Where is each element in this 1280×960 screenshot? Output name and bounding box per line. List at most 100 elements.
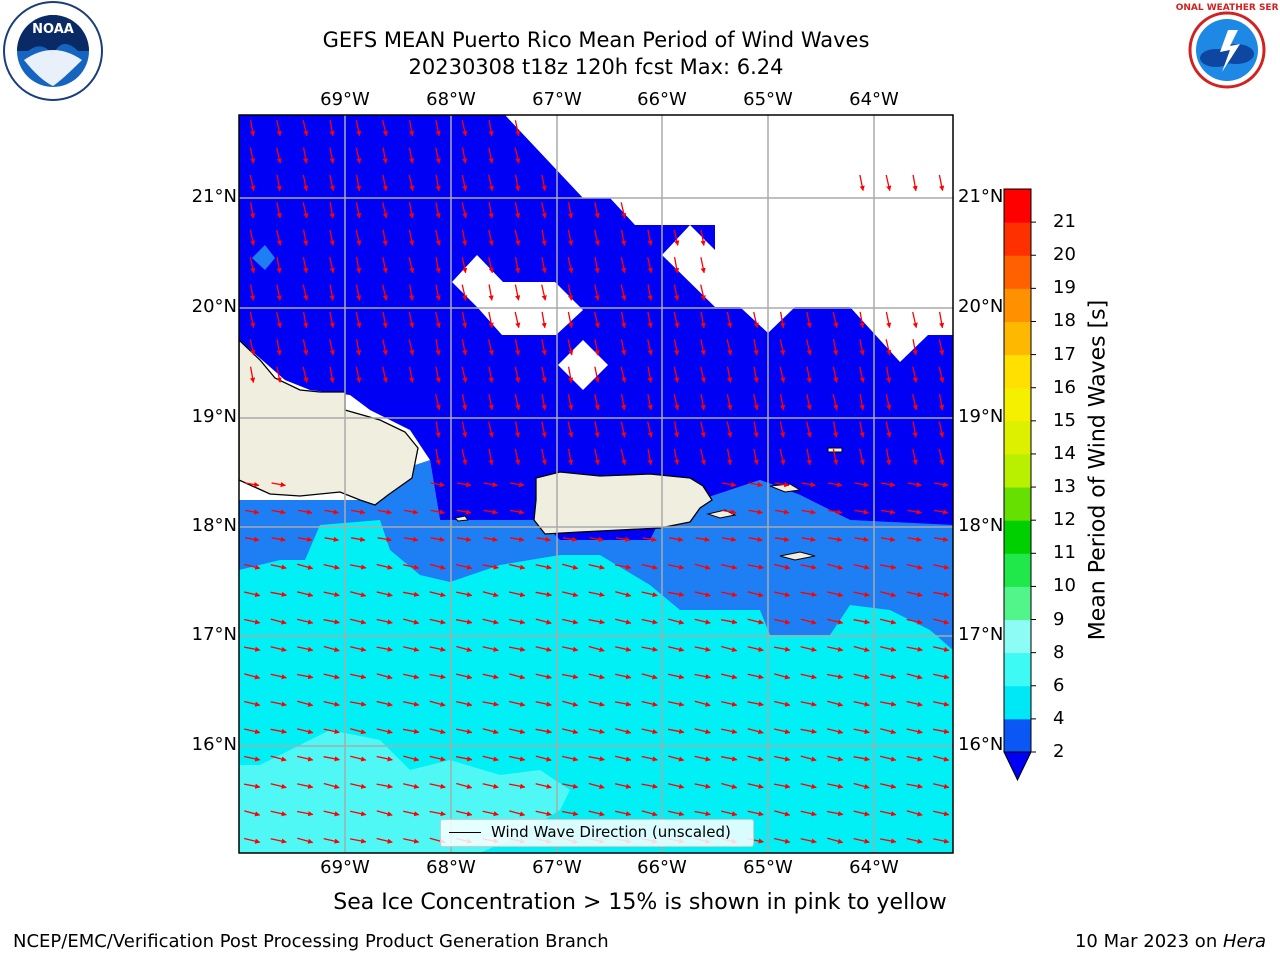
colorbar-tick-label: 8 bbox=[1053, 641, 1065, 663]
wind-wave-arrow bbox=[673, 394, 680, 411]
wind-wave-arrow bbox=[827, 563, 844, 570]
wind-wave-arrow bbox=[721, 782, 738, 789]
wind-wave-arrow bbox=[541, 366, 547, 383]
wind-wave-arrow bbox=[700, 284, 706, 301]
wind-wave-arrow bbox=[880, 482, 896, 488]
colorbar-tick-label: 4 bbox=[1053, 707, 1065, 729]
wind-wave-arrow bbox=[276, 202, 282, 219]
wind-wave-arrow bbox=[382, 202, 388, 219]
wind-wave-arrow bbox=[408, 119, 415, 137]
wind-wave-arrow bbox=[826, 810, 844, 817]
wind-wave-arrow bbox=[541, 229, 547, 247]
wind-wave-arrow bbox=[350, 755, 367, 762]
wind-wave-arrow bbox=[562, 728, 579, 735]
wind-wave-arrow bbox=[482, 646, 499, 652]
wind-wave-arrow bbox=[430, 509, 445, 515]
lon-label-bottom: 67°W bbox=[532, 857, 582, 878]
wind-wave-arrow bbox=[906, 563, 923, 570]
wind-wave-arrow bbox=[276, 147, 282, 164]
wind-wave-arrow bbox=[932, 591, 950, 597]
wind-wave-arrow bbox=[302, 366, 309, 383]
colorbar-tick-label: 2 bbox=[1053, 741, 1065, 762]
wind-wave-arrow bbox=[853, 700, 870, 707]
chart-title-line1: GEFS MEAN Puerto Rico Mean Period of Win… bbox=[322, 28, 870, 52]
wind-wave-arrow bbox=[323, 700, 340, 707]
wind-wave-arrow bbox=[435, 366, 441, 383]
wind-wave-arrow bbox=[801, 509, 816, 515]
wind-wave-arrow bbox=[933, 810, 950, 817]
colorbar bbox=[1003, 188, 1036, 782]
wind-wave-arrow bbox=[376, 563, 393, 570]
wind-wave-arrow bbox=[435, 256, 441, 274]
wind-wave-arrow bbox=[668, 673, 685, 680]
wind-wave-arrow bbox=[906, 673, 923, 680]
wind-wave-arrow bbox=[641, 783, 658, 789]
wind-wave-arrow bbox=[726, 366, 733, 384]
wind-wave-arrow bbox=[647, 394, 653, 411]
wind-wave-arrow bbox=[509, 536, 525, 542]
wind-wave-arrow bbox=[435, 311, 441, 329]
wind-wave-arrow bbox=[647, 339, 653, 356]
wind-wave-arrow bbox=[514, 421, 521, 438]
wind-wave-arrow bbox=[350, 810, 367, 817]
wind-wave-arrow bbox=[673, 421, 680, 438]
wind-wave-arrow bbox=[376, 783, 393, 789]
wind-wave-arrow bbox=[588, 563, 605, 570]
wind-wave-arrow bbox=[673, 284, 680, 301]
svg-text:NOAA: NOAA bbox=[32, 22, 74, 37]
wind-wave-arrow bbox=[270, 838, 287, 844]
wind-wave-arrow bbox=[435, 147, 441, 164]
wind-wave-arrow bbox=[302, 339, 309, 356]
wind-wave-arrow bbox=[753, 366, 759, 383]
wind-wave-arrow bbox=[350, 646, 367, 652]
wind-wave-arrow bbox=[906, 700, 923, 707]
wind-wave-arrow bbox=[483, 482, 498, 488]
wind-wave-arrow bbox=[271, 509, 286, 515]
wind-wave-arrow bbox=[430, 482, 445, 488]
wind-wave-arrow bbox=[329, 366, 335, 384]
sea-ice-note: Sea Ice Concentration > 15% is shown in … bbox=[333, 890, 947, 915]
legend-label: Wind Wave Direction (unscaled) bbox=[491, 823, 731, 841]
wind-wave-arrow bbox=[514, 174, 521, 192]
wind-wave-arrow bbox=[906, 728, 923, 735]
wind-wave-arrow bbox=[774, 673, 791, 680]
wind-wave-arrow bbox=[403, 810, 420, 817]
wind-wave-arrow bbox=[800, 646, 817, 652]
wind-wave-arrow bbox=[244, 509, 260, 515]
wind-wave-arrow bbox=[435, 448, 441, 466]
colorbar-band bbox=[1004, 553, 1031, 587]
wind-wave-arrow bbox=[615, 536, 631, 542]
wind-wave-arrow bbox=[567, 394, 574, 411]
wind-wave-arrow bbox=[297, 591, 314, 598]
wind-wave-arrow bbox=[594, 284, 600, 301]
wind-wave-arrow bbox=[488, 119, 494, 137]
wind-wave-arrow bbox=[932, 728, 950, 734]
wind-wave-arrow bbox=[774, 536, 790, 542]
wind-wave-arrow bbox=[535, 591, 552, 597]
wind-wave-arrow bbox=[620, 339, 627, 356]
wind-wave-arrow bbox=[382, 257, 388, 274]
wind-wave-arrow bbox=[700, 229, 706, 247]
wind-wave-arrow bbox=[589, 536, 604, 542]
wind-wave-arrow bbox=[885, 448, 892, 466]
wind-wave-arrow bbox=[694, 563, 711, 570]
wind-wave-arrow bbox=[243, 783, 261, 789]
wind-wave-arrow bbox=[456, 700, 473, 707]
lon-label-top: 64°W bbox=[849, 89, 899, 110]
wind-wave-arrow bbox=[514, 394, 521, 411]
lat-label-right: 17°N bbox=[958, 624, 1004, 645]
wind-wave-arrow bbox=[535, 728, 552, 734]
wind-wave-arrow bbox=[429, 563, 446, 570]
wind-wave-arrow bbox=[408, 147, 415, 164]
wind-wave-arrow bbox=[567, 339, 574, 356]
wind-wave-arrow bbox=[668, 783, 685, 789]
wind-wave-arrow bbox=[435, 339, 441, 356]
wind-wave-arrow bbox=[694, 700, 711, 707]
wind-wave-arrow bbox=[244, 810, 261, 817]
lon-label-bottom: 64°W bbox=[849, 857, 899, 878]
lon-label-top: 67°W bbox=[532, 89, 582, 110]
wind-wave-arrow bbox=[403, 618, 420, 625]
footer-date: 10 Mar 2023 on Hera bbox=[1075, 931, 1266, 952]
wind-wave-arrow bbox=[456, 536, 472, 542]
